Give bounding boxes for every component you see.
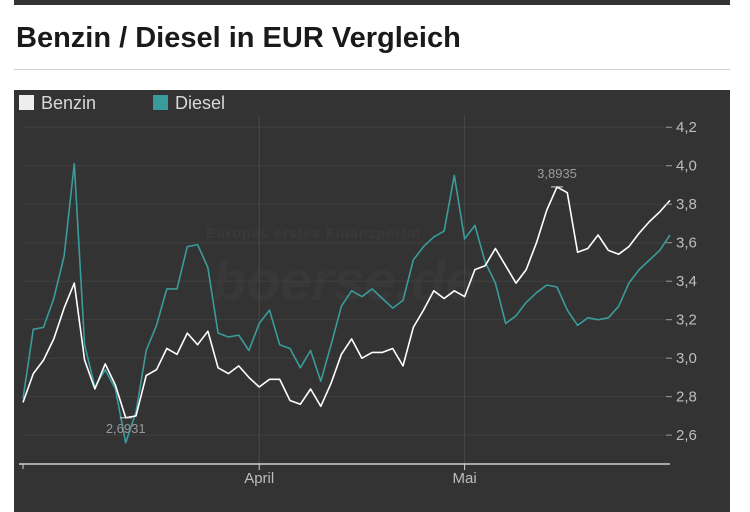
y-tick-label-6: 3,8	[676, 196, 697, 213]
chart-grid	[23, 116, 670, 464]
y-tick-label-2: 3,0	[676, 350, 697, 367]
x-tick-label-1: Mai	[453, 470, 477, 487]
chart-series	[22, 163, 671, 444]
legend-swatch-benzin	[19, 95, 34, 110]
series-line-benzin	[22, 186, 671, 419]
legend-swatch-diesel	[153, 95, 168, 110]
y-tick-label-3: 3,2	[676, 312, 697, 329]
chart-annotations: 3,8935 2,6931	[106, 166, 577, 436]
legend-label-benzin: Benzin	[41, 93, 96, 113]
x-axis: April Mai	[19, 463, 670, 487]
y-axis: 2,6 2,8 3,0 3,2 3,4 3,6 3,8 4,0 4,2	[666, 119, 697, 444]
annotation-label-0: 3,8935	[537, 166, 577, 181]
annotation-label-1: 2,6931	[106, 421, 146, 436]
y-tick-label-1: 2,8	[676, 389, 697, 406]
top-bar	[14, 0, 730, 5]
chart-background	[14, 90, 730, 512]
x-tick-label-0: April	[244, 470, 274, 487]
y-tick-label-4: 3,4	[676, 273, 697, 290]
title-divider	[14, 69, 730, 70]
series-line-diesel	[22, 163, 671, 444]
page-title: Benzin / Diesel in EUR Vergleich	[16, 22, 461, 54]
watermark-tagline: Europas erstes Finanzportal	[206, 225, 421, 241]
legend-label-diesel: Diesel	[175, 93, 225, 113]
y-tick-label-0: 2,6	[676, 427, 697, 444]
y-tick-label-7: 4,0	[676, 158, 697, 175]
y-tick-label-5: 3,6	[676, 235, 697, 252]
chart-legend: Benzin Diesel	[19, 93, 225, 113]
price-chart: Europas erstes Finanzportal boerse.de 3,…	[14, 90, 730, 512]
y-tick-label-8: 4,2	[676, 119, 697, 136]
